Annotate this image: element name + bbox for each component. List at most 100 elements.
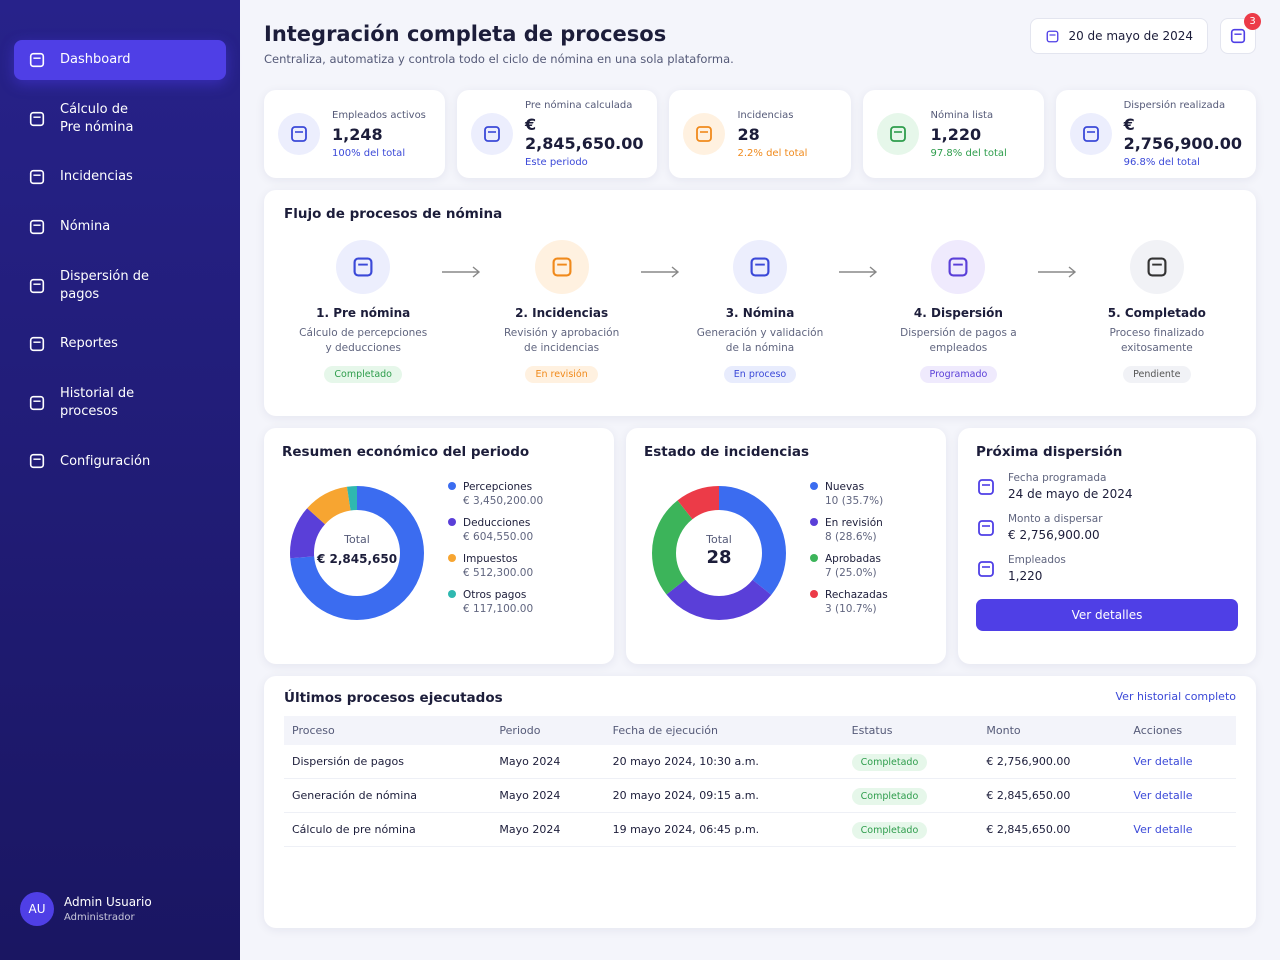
- step-desc: Revisión y aprobación de incidencias: [503, 327, 620, 354]
- nav-item[interactable]: Incidencias: [14, 157, 226, 197]
- status-pill: Completado: [851, 788, 928, 805]
- arrow-shape: [839, 266, 878, 278]
- detail-link[interactable]: Ver detalle: [1133, 755, 1193, 768]
- step-status: Pendiente: [1123, 366, 1191, 383]
- section-title: Flujo de procesos de nómina: [284, 206, 503, 222]
- icon: [29, 278, 45, 293]
- process-flow: Flujo de procesos de nómina 1. Pre nómina…: [264, 190, 1256, 416]
- kpi-text: Empleados activos 1,248 100% del total: [332, 110, 426, 159]
- table-cell: Ver detalle: [1125, 745, 1236, 779]
- status-pill: Completado: [851, 754, 928, 771]
- legend-head: Deducciones: [448, 517, 543, 529]
- dispersal-item: Monto a dispersar € 2,756,900.00: [976, 513, 1238, 542]
- history-link[interactable]: Ver historial completo: [1115, 690, 1236, 703]
- icon-shape: [1147, 257, 1167, 277]
- column-header: Estatus: [843, 716, 979, 745]
- icon: [948, 257, 968, 277]
- arrow: [839, 266, 878, 278]
- user: AU Admin Usuario Administrador: [20, 892, 152, 926]
- step-title: 1. Pre nómina: [316, 306, 411, 320]
- legend-head: Percepciones: [448, 481, 543, 493]
- center-label: Total: [705, 533, 732, 546]
- step-title: 3. Nómina: [725, 306, 795, 320]
- nav-item[interactable]: Configuración: [14, 441, 226, 481]
- legend: Percepciones € 3,450,200.00 Deducciones € 6…: [448, 481, 543, 625]
- table-cell: Ver detalle: [1125, 778, 1236, 813]
- icon: [1147, 257, 1167, 277]
- icon-shape: [29, 337, 45, 352]
- table-cell: € 2,845,650.00: [978, 778, 1126, 813]
- step-icon: [931, 240, 986, 294]
- legend-name: Otros pagos: [463, 589, 527, 601]
- detail-link[interactable]: Ver detalle: [1133, 823, 1193, 836]
- kpi-icon: [471, 113, 514, 155]
- column-header: Proceso: [284, 716, 492, 745]
- nav-label: Dispersión de pagos: [60, 269, 149, 302]
- icon-shape: [750, 257, 770, 277]
- table-cell: Generación de nómina: [284, 778, 492, 813]
- page-subtitle: Centraliza, automatiza y controla todo e…: [264, 52, 734, 66]
- legend-name: Rechazadas: [825, 589, 888, 601]
- table-cell: 20 mayo 2024, 10:30 a.m.: [604, 745, 844, 779]
- nav-label: Incidencias: [60, 169, 133, 185]
- step-icon: [1129, 240, 1184, 294]
- icon: [291, 126, 307, 142]
- user-text: Admin Usuario Administrador: [64, 895, 152, 923]
- icon: [1230, 28, 1246, 44]
- icon: [484, 126, 500, 142]
- center-label: Total: [343, 533, 370, 546]
- donut-segment: [652, 486, 786, 620]
- kpi-card: Nómina lista 1,220 97.8% del total: [862, 90, 1044, 178]
- main: Integración completa de procesos Centrali…: [240, 0, 1280, 960]
- step-desc: Cálculo de percepciones y deducciones: [299, 327, 428, 354]
- dispersal-label: Empleados: [1008, 554, 1066, 566]
- nav-item[interactable]: Reportes: [14, 324, 226, 364]
- flow-step: 5. Completado Proceso finalizado exitosam…: [1078, 240, 1236, 383]
- header: Integración completa de procesos Centrali…: [264, 13, 1261, 78]
- legend-dot: [448, 482, 456, 490]
- dispersal-text: Empleados 1,220: [1008, 554, 1066, 583]
- step-icon: [336, 240, 391, 294]
- kpi-note: Este periodo: [525, 157, 588, 168]
- table-row: Dispersión de pagos Mayo 2024 20 mayo 2024…: [284, 745, 1236, 779]
- date-text: 20 de mayo de 2024: [1068, 29, 1193, 43]
- kpi-icon: [278, 113, 320, 155]
- icon: [29, 454, 45, 469]
- notifications[interactable]: 3: [1220, 13, 1261, 54]
- column-header: Monto: [978, 716, 1126, 745]
- table-cell: 19 mayo 2024, 06:45 p.m.: [604, 812, 844, 847]
- icon-shape: [696, 126, 713, 142]
- kpi-card: Dispersión realizada € 2,756,900.00 96.8% …: [1055, 90, 1257, 178]
- center-value: 28: [706, 547, 731, 568]
- detail-link[interactable]: Ver detalle: [1133, 789, 1193, 802]
- kpi-text: Nómina lista 1,220 97.8% del total: [931, 110, 1007, 159]
- chart-title: Resumen económico del periodo: [282, 444, 530, 460]
- date-picker[interactable]: 20 de mayo de 2024: [1030, 18, 1208, 54]
- legend-dot: [448, 518, 456, 526]
- column-header: Fecha de ejecución: [604, 716, 844, 745]
- legend-item: Otros pagos € 117,100.00: [448, 589, 543, 615]
- kpi-card: Incidencias 28 2.2% del total: [669, 90, 851, 178]
- nav-item[interactable]: Historial de procesos: [14, 374, 226, 431]
- nav-item[interactable]: Dashboard: [14, 40, 226, 80]
- nav-item[interactable]: Nómina: [14, 207, 226, 247]
- legend-value: 3 (10.7%): [825, 603, 877, 615]
- chart-body: Total € 2,845,650 Percepciones € 3,450,200.…: [282, 478, 596, 628]
- table-cell: Mayo 2024: [491, 812, 605, 847]
- nav-item[interactable]: Cálculo de Pre nómina: [14, 90, 226, 147]
- dispersal-item: Fecha programada 24 de mayo de 2024: [976, 472, 1238, 501]
- icon-shape: [29, 454, 45, 469]
- center-value: € 2,845,650: [316, 552, 397, 566]
- nav-item[interactable]: Dispersión de pagos: [14, 257, 226, 314]
- table-cell: Mayo 2024: [491, 778, 605, 813]
- legend-item: Rechazadas 3 (10.7%): [810, 589, 888, 615]
- kpi-note: 100% del total: [332, 147, 406, 159]
- icon-shape: [978, 560, 994, 577]
- donut-segment: [290, 486, 424, 620]
- icon: [1047, 30, 1059, 42]
- icon: [552, 257, 572, 277]
- details-button[interactable]: Ver detalles: [976, 599, 1238, 631]
- next-dispersal: Próxima dispersión Fecha programada 24 de …: [958, 428, 1256, 664]
- dispersal-text: Fecha programada 24 de mayo de 2024: [1008, 472, 1133, 501]
